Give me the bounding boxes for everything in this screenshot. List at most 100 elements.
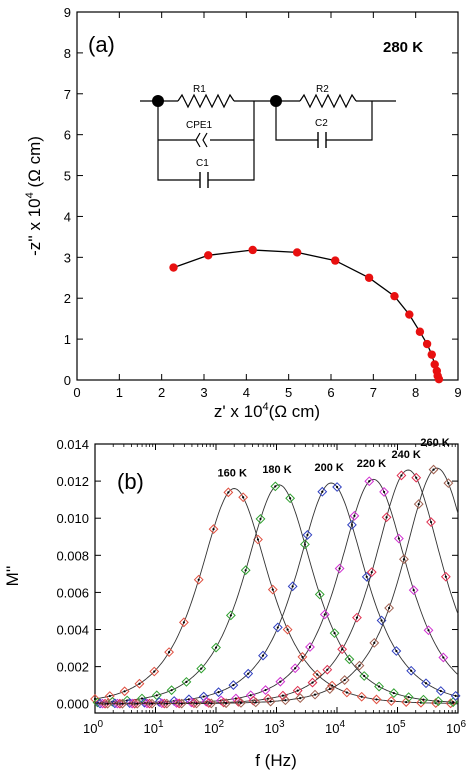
- data-point: [381, 512, 392, 523]
- data-point: [154, 697, 165, 707]
- data-point-center: [400, 474, 403, 477]
- x-tick-exponent: 4: [339, 719, 345, 730]
- data-point-center: [348, 658, 351, 661]
- series-label: 260 K: [420, 437, 449, 449]
- data-point-center: [363, 674, 366, 678]
- data-point: [356, 691, 367, 702]
- data-point-center: [259, 517, 262, 521]
- equivalent-circuit: R1 R2 CPE1 C1 C2: [140, 84, 396, 188]
- data-point: [423, 625, 434, 636]
- data-point: [435, 686, 446, 696]
- data-point: [132, 698, 143, 709]
- data-point: [427, 350, 436, 359]
- data-point: [438, 652, 449, 663]
- x-tick-base: 10: [325, 721, 339, 736]
- data-point: [201, 696, 212, 707]
- data-point: [450, 690, 461, 701]
- panel-b-axes: 100 101 102 103 104 105 1060.0000.0020.0040.00…: [56, 437, 466, 736]
- panel-a-y-axis-label: -z'' x 104 (Ω cm): [24, 136, 44, 256]
- data-point: [248, 695, 259, 706]
- data-point-center: [138, 682, 141, 685]
- series-label: 200 K: [314, 462, 343, 474]
- data-point-center: [424, 682, 428, 685]
- cpe1-symbol-right: [202, 132, 208, 148]
- x-tick-label: 0: [73, 385, 80, 400]
- x-tick-label: 6: [327, 385, 334, 400]
- data-point: [337, 644, 348, 655]
- data-point-center: [106, 702, 109, 705]
- data-point: [422, 339, 432, 349]
- data-point: [415, 327, 425, 336]
- data-point: [134, 678, 145, 689]
- data-point-center: [140, 697, 144, 700]
- fit-curve: [95, 469, 459, 705]
- y-tick-label: 1: [64, 332, 71, 347]
- data-point: [255, 514, 266, 524]
- data-point: [119, 686, 130, 697]
- data-point: [191, 698, 202, 709]
- data-point: [384, 603, 395, 613]
- circuit-label-r1: R1: [193, 84, 206, 95]
- data-point: [334, 563, 345, 574]
- data-point: [221, 698, 232, 709]
- x-tick-base: 10: [83, 721, 97, 736]
- x-tick-exponent: 3: [279, 719, 285, 730]
- data-point-center: [165, 702, 168, 705]
- data-point: [396, 470, 407, 481]
- data-point: [331, 256, 340, 265]
- x-tick-exponent: 6: [460, 719, 466, 730]
- data-point-center: [444, 575, 447, 578]
- data-point: [211, 642, 221, 653]
- data-point-center: [395, 649, 398, 653]
- data-point-center: [405, 700, 408, 704]
- x-tick-label: 101: [143, 719, 163, 736]
- data-point: [434, 374, 444, 384]
- panel-a-x-axis-label: z' x 104(Ω cm): [214, 401, 320, 421]
- data-point-center: [202, 695, 205, 698]
- data-point-center: [284, 699, 287, 702]
- series-label: 180 K: [262, 464, 291, 476]
- x-tick-label: 1: [116, 385, 123, 400]
- panel-a-x-axis-label-unit: (Ω cm): [269, 402, 320, 421]
- circuit-label-c2: C2: [315, 118, 328, 129]
- data-point: [166, 685, 177, 696]
- data-point: [228, 680, 239, 690]
- data-point: [176, 698, 187, 709]
- data-point-center: [261, 654, 265, 657]
- data-point: [314, 589, 325, 600]
- data-point: [418, 694, 429, 705]
- circuit-r1-gap: [178, 95, 234, 107]
- panel-a-x-axis-label-exponent: 4: [263, 401, 269, 413]
- series-label: 160 K: [218, 468, 247, 480]
- x-tick-base: 10: [446, 721, 460, 736]
- data-point: [302, 530, 313, 540]
- data-point: [295, 693, 306, 703]
- panel-a-label: (a): [88, 32, 115, 57]
- data-point-center: [318, 593, 321, 596]
- x-tick-label: 103: [264, 719, 284, 736]
- circuit-label-c1: C1: [196, 158, 209, 169]
- circuit-label-cpe1: CPE1: [186, 120, 213, 131]
- fit-curve: [95, 482, 459, 704]
- data-point-center: [264, 688, 267, 692]
- data-point: [206, 698, 217, 709]
- data-point: [305, 642, 315, 652]
- panel-a: (a) 280 K 0 1 2 3 4 5 6 7 8 9 0 1 2 3 4 5 6 7 8 9 R1 R2 CPE…: [24, 5, 462, 421]
- data-point-center: [153, 670, 156, 673]
- data-point: [233, 696, 244, 707]
- data-point: [339, 675, 350, 685]
- data-point: [225, 610, 236, 621]
- data-point-center: [333, 632, 336, 635]
- data-point-center: [341, 648, 344, 651]
- data-point-center: [382, 490, 386, 494]
- data-point-center: [360, 695, 363, 698]
- data-point-center: [195, 702, 198, 705]
- panel-b-y-axis-label: M'': [3, 566, 22, 587]
- data-point-center: [271, 588, 274, 591]
- data-point: [277, 690, 288, 701]
- data-point-center: [452, 701, 455, 704]
- data-point-center: [345, 691, 348, 694]
- data-point: [421, 678, 431, 689]
- data-point: [129, 698, 140, 709]
